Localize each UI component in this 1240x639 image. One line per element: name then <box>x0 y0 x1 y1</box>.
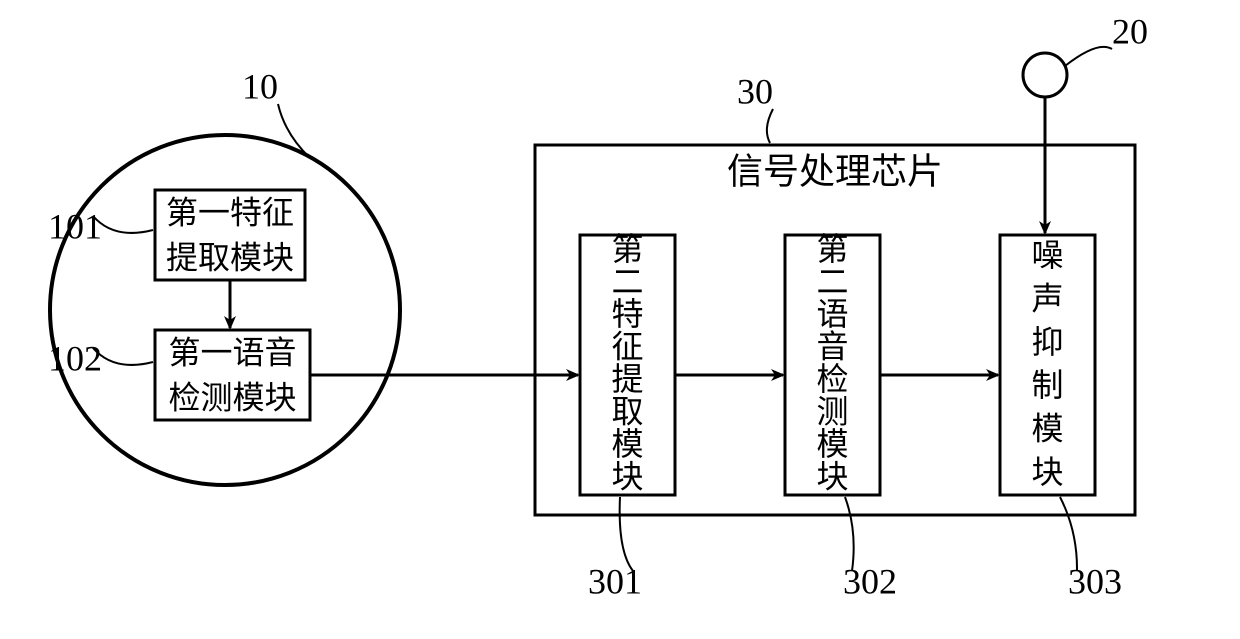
box-303-line-2: 抑 <box>1031 324 1063 360</box>
diagram-layer: 信号处理芯片第一特征提取模块第一语音检测模块第二特征提取模块第二语音检测模块噪声… <box>48 11 1148 601</box>
box-302-line-1: 二 <box>816 264 848 300</box>
box-301-line-4: 提 <box>611 361 643 397</box>
box-102-line-0: 第一语音 <box>168 334 296 370</box>
box-302-line-6: 模 <box>816 426 848 462</box>
leader-102 <box>93 348 153 365</box>
circle-20 <box>1023 53 1067 97</box>
box-303-line-5: 块 <box>1031 454 1063 490</box>
label-20: 20 <box>1112 11 1148 51</box>
box-101-line-0: 第一特征 <box>166 194 294 230</box>
leader-30 <box>767 109 773 143</box>
box-303-line-0: 噪 <box>1031 237 1063 273</box>
box-101-line-1: 提取模块 <box>166 239 294 275</box>
leader-101 <box>93 216 153 233</box>
label-102: 102 <box>48 338 102 378</box>
box-301-line-5: 取 <box>611 394 643 430</box>
box-301-line-6: 模 <box>611 426 643 462</box>
box-301-line-2: 特 <box>611 296 643 332</box>
box-302-line-4: 检 <box>816 361 848 397</box>
box-302-line-2: 语 <box>816 296 848 332</box>
box-302-line-0: 第 <box>816 231 848 267</box>
box-303-line-4: 模 <box>1031 411 1063 447</box>
box-301-line-3: 征 <box>611 329 643 365</box>
label-303: 303 <box>1068 561 1122 601</box>
box-302-line-7: 块 <box>816 459 848 495</box>
leader-303 <box>1060 497 1077 571</box>
label-101: 101 <box>48 206 102 246</box>
box-102-line-1: 检测模块 <box>168 379 296 415</box>
box-301-line-1: 二 <box>611 264 643 300</box>
diagram-svg: 信号处理芯片第一特征提取模块第一语音检测模块第二特征提取模块第二语音检测模块噪声… <box>0 0 1240 639</box>
label-301: 301 <box>588 561 642 601</box>
label-10: 10 <box>242 66 278 106</box>
box-301-line-0: 第 <box>611 231 643 267</box>
circle-10 <box>50 135 400 485</box>
chip-title-text: 信号处理芯片 <box>727 151 943 191</box>
box-303-line-3: 制 <box>1031 367 1063 403</box>
leader-302 <box>845 497 854 571</box>
box-302-line-3: 音 <box>816 329 848 365</box>
box-302-line-5: 测 <box>816 394 848 430</box>
leader-20 <box>1065 47 1112 66</box>
label-302: 302 <box>843 561 897 601</box>
leader-301 <box>620 497 633 571</box>
box-303-line-1: 声 <box>1031 281 1063 317</box>
box-301-line-7: 块 <box>611 459 643 495</box>
label-30: 30 <box>737 71 773 111</box>
